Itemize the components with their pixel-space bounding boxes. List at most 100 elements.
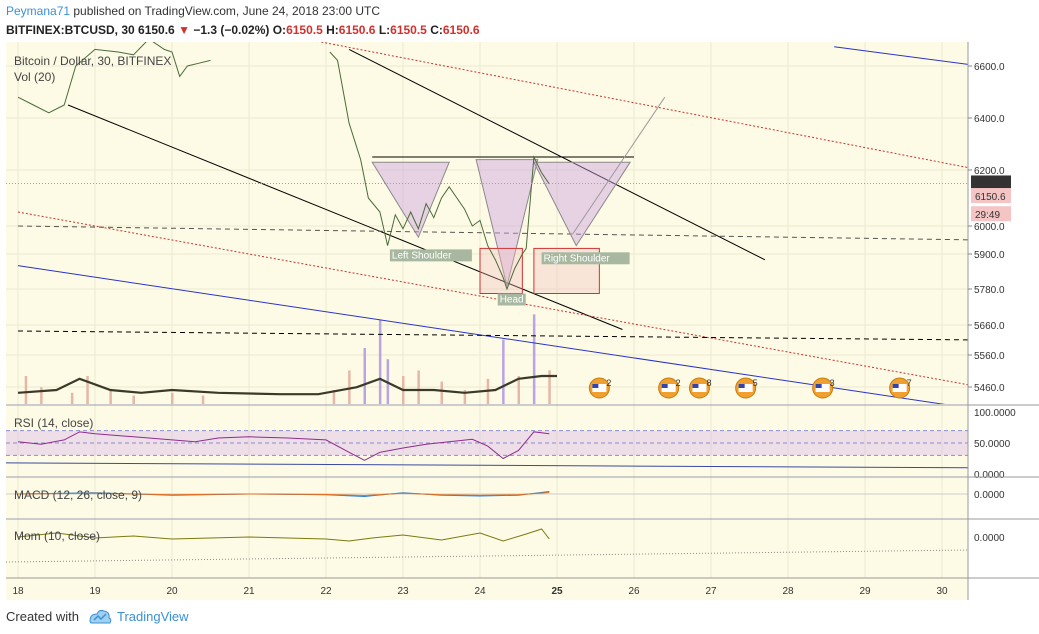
projection-line[interactable] [571,96,666,235]
rsi-band [6,430,968,456]
volume-bar [440,381,443,404]
volume-bar [132,395,135,404]
volume-ma-line [17,374,557,396]
price-tick-label: 5900.0 [974,250,1005,261]
mom-label: Mom (10, close) [14,529,100,543]
close-label: C: [430,23,443,37]
volume-bar [109,390,112,404]
price-line [17,42,211,114]
trendline[interactable] [17,330,981,341]
author-link[interactable]: Peymana71 [6,4,71,18]
momentum-trendline [5,549,969,563]
event-markers[interactable]: 2 2 8 5 3 7 [588,377,912,399]
head-label: Head [500,295,524,306]
pattern-triangle[interactable] [475,159,539,287]
event-count: 8 [706,378,711,388]
trendline[interactable] [17,225,981,241]
rsi-trendline [5,462,969,469]
time-tick-label: 23 [397,586,409,597]
trendline[interactable] [67,104,623,330]
event-count: 3 [830,378,835,388]
price-tick-label: 5780.0 [974,285,1005,296]
down-arrow-icon: ▼ [178,23,190,37]
price-tick-label: 5560.0 [974,351,1005,362]
flag-canton [692,384,699,388]
left-shoulder-label: Left Shoulder [392,250,452,261]
flag-canton [738,384,745,388]
rsi-line [17,431,550,461]
price-tag [971,188,1011,204]
time-tick-label: 26 [628,586,640,597]
time-tick-label: 30 [936,586,948,597]
price-tag [971,175,1011,191]
head-box[interactable] [479,247,523,294]
volume-bar [201,395,205,404]
volume-bar [502,339,505,404]
event-count: 2 [676,378,681,388]
price-tick-label: 6200.0 [974,166,1005,177]
trendline[interactable] [348,48,766,261]
price-tag-label: 6151.9 [975,179,1006,190]
flag-stripe [592,384,607,392]
chart-header: Peymana71 published on TradingView.com, … [0,0,1039,42]
event-count: 5 [753,378,758,388]
created-with-text: Created with [6,609,79,624]
right-shoulder-label-bg [541,252,630,265]
price-series [6,42,968,291]
price-tick-label: 6000.0 [974,222,1005,233]
volume-label: Vol (20) [14,70,55,84]
time-tick-label: 22 [320,586,332,597]
grid [6,42,968,578]
macd-label: MACD (12, 26, close, 9) [14,488,142,502]
flag-canton [661,384,668,388]
event-count: 7 [907,378,912,388]
flag-stripe [815,384,830,392]
flag-stripe [892,384,907,392]
volume-bar [348,370,351,404]
time-tick-label: 28 [782,586,794,597]
left-shoulder-label-bg [389,249,472,262]
volume-bar [171,392,174,404]
indicators: 100.0000 50.0000 0.0000 0.0000 0.0000 [5,408,1016,563]
time-tick-label: 25 [551,586,563,597]
price-tag [971,206,1011,222]
flag-canton [892,384,899,388]
rsi-tick-label: 0.0000 [974,470,1005,481]
time-tick-label: 18 [12,586,24,597]
flag-stripe [692,384,707,392]
price-tick-label: 5460.0 [974,383,1005,394]
macd-signal-line [17,492,550,497]
price-tick-label: 6400.0 [974,114,1005,125]
flag-canton [592,384,599,388]
head-label-bg [497,293,526,306]
high-label: H: [326,23,339,37]
time-tick-label: 24 [474,586,486,597]
price-tag-label: 29:49 [975,210,1000,221]
volume-bar [417,370,420,404]
time-tick-label: 27 [705,586,717,597]
price-tick-label: 6600.0 [974,62,1005,73]
published-text: published on TradingView.com, June 24, 2… [70,4,381,18]
axes: 6600.0 6400.0 6200.0 6000.0 5900.0 5780.0 5660… [12,62,1011,597]
pattern-triangle[interactable] [371,161,450,239]
price-tick-label: 5660.0 [974,321,1005,332]
volume-bar [517,376,520,404]
volume-bar [332,390,336,404]
macd-tick-label: 0.0000 [974,490,1005,501]
time-axis-bg [6,578,968,600]
price-line [329,51,550,291]
high-value: 6150.6 [338,23,376,37]
tradingview-link[interactable]: TradingView [117,609,189,624]
time-tick-label: 19 [89,586,101,597]
flag-stripe [661,384,676,392]
time-tick-label: 20 [166,586,178,597]
trendline[interactable] [834,46,980,66]
flag-stripe [738,384,753,392]
symbol-label: BITFINEX:BTCUSD, 30 [6,23,135,37]
right-shoulder-label: Right Shoulder [544,253,611,264]
mom-tick-label: 0.0000 [974,533,1005,544]
rsi-tick-label: 100.0000 [974,408,1016,419]
volume-bar [86,376,89,404]
macd-pane-bg [6,478,968,518]
